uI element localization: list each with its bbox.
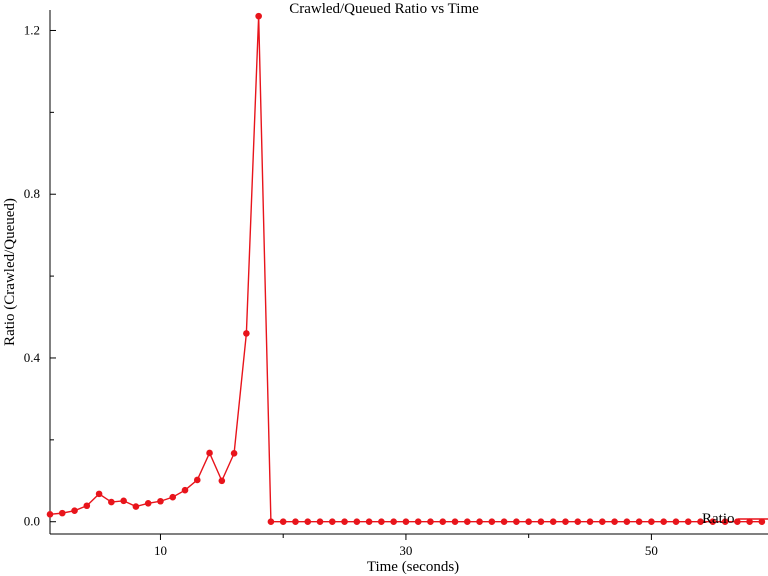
data-point: [488, 518, 496, 526]
data-point: [672, 518, 680, 526]
legend: Ratio: [702, 511, 768, 527]
data-point: [500, 518, 508, 526]
data-point: [562, 518, 569, 526]
y-tick-label: 0.0: [24, 514, 40, 529]
data-point: [451, 518, 459, 526]
data-point: [611, 518, 618, 526]
data-point: [390, 518, 397, 526]
data-point: [599, 518, 606, 526]
y-axis-label: Ratio (Crawled/Queued): [2, 198, 18, 346]
data-point: [144, 499, 152, 507]
data-point: [83, 502, 91, 510]
legend-label: Ratio: [702, 511, 735, 527]
data-point: [304, 518, 312, 526]
data-point: [586, 518, 594, 526]
data-point: [402, 518, 410, 526]
data-point: [108, 498, 115, 506]
data-point: [758, 518, 766, 526]
data-point: [684, 518, 692, 526]
data-point: [243, 330, 250, 337]
data-point: [255, 12, 262, 20]
data-point: [181, 486, 189, 494]
data-point: [623, 518, 631, 526]
series-ratio: [46, 12, 766, 526]
data-point: [697, 518, 704, 526]
x-axis-ticks: 10 30 50: [154, 534, 658, 558]
x-tick-label: 10: [154, 543, 167, 558]
data-point: [525, 518, 532, 526]
x-tick-label: 50: [645, 543, 658, 558]
series-points: [46, 12, 766, 526]
data-point: [58, 509, 66, 517]
series-line: [49, 16, 762, 523]
data-point: [635, 518, 643, 526]
data-point: [341, 518, 348, 526]
data-point: [132, 503, 140, 510]
data-point: [292, 518, 299, 526]
data-point: [95, 490, 103, 498]
data-point: [120, 497, 127, 505]
data-point: [427, 518, 434, 526]
data-point: [721, 518, 729, 526]
data-point: [46, 511, 54, 518]
data-point: [549, 518, 557, 526]
data-point: [193, 476, 201, 484]
data-point: [365, 518, 373, 526]
data-point: [660, 518, 667, 526]
axes: [49, 10, 768, 535]
data-point: [463, 518, 471, 526]
data-point: [476, 518, 483, 526]
data-point: [267, 518, 275, 526]
data-point: [169, 493, 177, 501]
data-point: [537, 518, 545, 526]
data-point: [648, 518, 655, 526]
y-tick-label: 0.4: [24, 350, 41, 365]
data-point: [218, 477, 226, 485]
data-point: [157, 497, 164, 505]
data-point: [378, 518, 385, 526]
data-point: [414, 518, 422, 526]
y-tick-label: 1.2: [24, 22, 40, 37]
y-axis-ticks: 0.0 0.4 0.8 1.2: [24, 22, 56, 529]
data-point: [353, 518, 361, 526]
data-point: [316, 518, 324, 526]
data-point: [279, 518, 287, 526]
data-point: [734, 518, 741, 526]
x-axis-label: Time (seconds): [367, 559, 459, 575]
data-point: [574, 518, 582, 526]
chart-title: Crawled/Queued Ratio vs Time: [289, 1, 479, 17]
data-point: [513, 518, 520, 526]
data-point: [439, 518, 447, 526]
y-tick-label: 0.8: [24, 186, 40, 201]
data-point: [71, 507, 78, 514]
data-point: [230, 450, 238, 457]
x-tick-label: 30: [399, 543, 412, 558]
data-point: [206, 449, 213, 457]
data-point: [328, 518, 336, 526]
data-point: [746, 518, 753, 526]
data-point: [709, 518, 717, 526]
